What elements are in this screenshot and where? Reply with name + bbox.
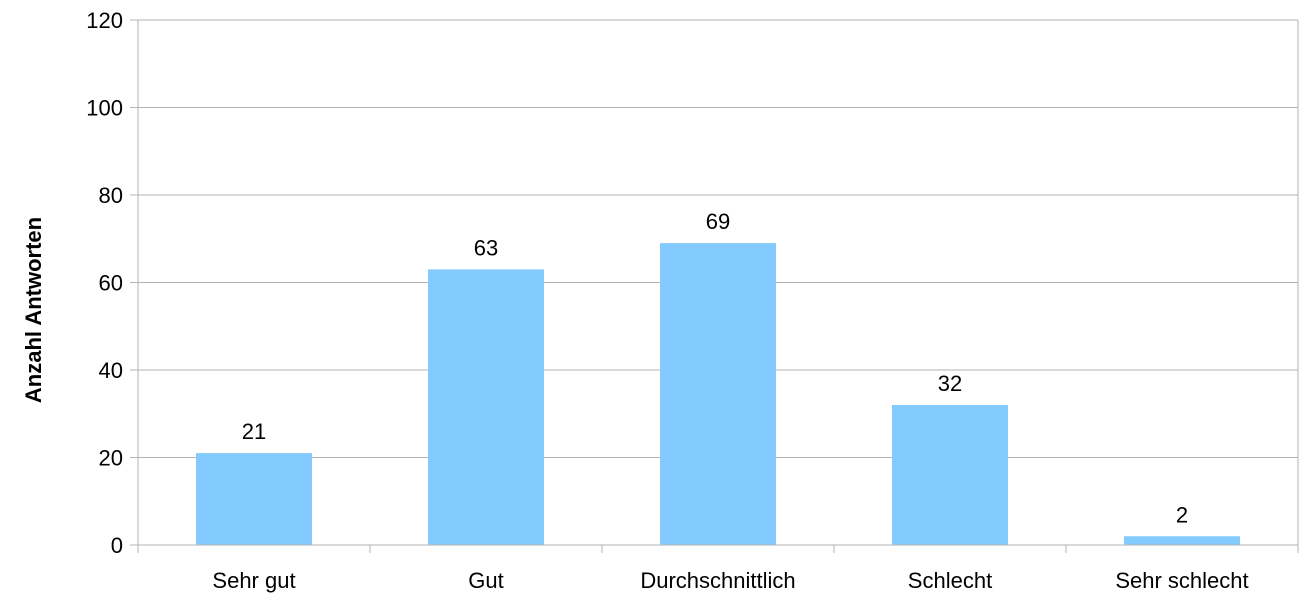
y-axis-title: Anzahl Antworten bbox=[21, 217, 46, 403]
data-label: 69 bbox=[706, 209, 730, 234]
x-category-label: Gut bbox=[468, 568, 503, 593]
bar-sehr-gut bbox=[196, 453, 312, 545]
axes bbox=[130, 19, 1299, 553]
x-category-label: Sehr schlecht bbox=[1115, 568, 1248, 593]
data-label: 63 bbox=[474, 235, 498, 260]
x-category-label: Durchschnittlich bbox=[640, 568, 795, 593]
bars bbox=[196, 243, 1240, 545]
y-tick-label: 120 bbox=[86, 8, 123, 33]
y-tick-label: 80 bbox=[99, 183, 123, 208]
y-tick-label: 100 bbox=[86, 96, 123, 121]
y-tick-label: 20 bbox=[99, 446, 123, 471]
x-category-label: Sehr gut bbox=[212, 568, 295, 593]
data-label: 2 bbox=[1176, 502, 1188, 527]
bar-sehr-schlecht bbox=[1124, 536, 1240, 545]
x-category-label: Schlecht bbox=[908, 568, 992, 593]
bar-schlecht bbox=[892, 405, 1008, 545]
labels: 0 20 40 60 80 100 120 21 Sehr gut 63 Gut 69 Durchsch… bbox=[86, 8, 1248, 593]
y-tick-label: 40 bbox=[99, 358, 123, 383]
bar-durchschnittlich bbox=[660, 243, 776, 545]
y-tick-label: 60 bbox=[99, 271, 123, 296]
data-label: 21 bbox=[242, 419, 266, 444]
bar-gut bbox=[428, 269, 544, 545]
y-tick-label: 0 bbox=[111, 533, 123, 558]
data-label: 32 bbox=[938, 371, 962, 396]
